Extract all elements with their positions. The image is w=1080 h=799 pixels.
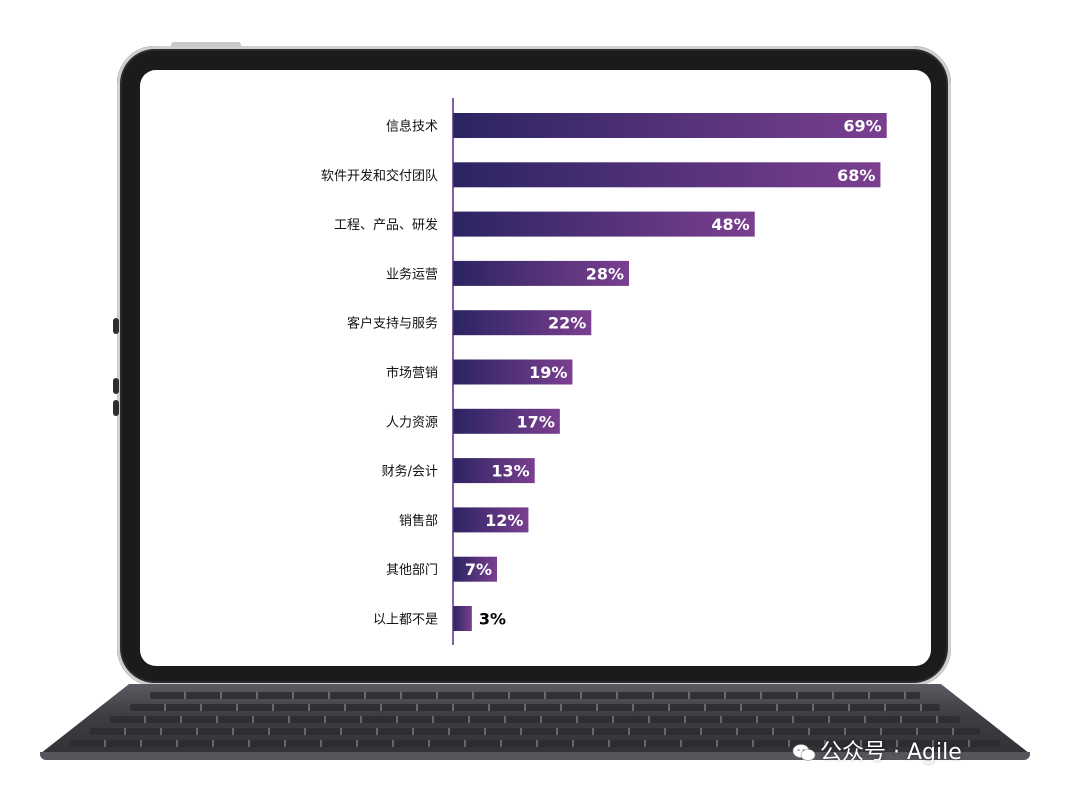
- side-button: [113, 318, 119, 334]
- category-label: 工程、产品、研发: [334, 217, 438, 233]
- value-label: 48%: [711, 215, 749, 234]
- value-label: 17%: [517, 412, 555, 431]
- tablet-screen: 信息技术 69% 软件开发和交付团队 68% 工程、产品、研发 48% 业务运营 28% 客户支…: [140, 70, 931, 666]
- side-button: [113, 378, 119, 394]
- value-label: 3%: [479, 610, 506, 629]
- category-label: 销售部: [399, 513, 438, 529]
- keyboard-edge: [40, 752, 1030, 760]
- bar: [453, 408, 560, 434]
- bar: [453, 507, 529, 533]
- side-button: [113, 400, 119, 416]
- power-button: [171, 42, 241, 47]
- watermark: 公众号 · Agile: [792, 735, 1032, 771]
- category-label: 财务/会计: [382, 464, 438, 480]
- category-label: 信息技术: [386, 119, 438, 135]
- category-label: 其他部门: [386, 563, 438, 578]
- bar: [453, 310, 592, 336]
- bar: [453, 260, 629, 286]
- bar: [453, 606, 472, 631]
- bar: [453, 162, 881, 188]
- category-label: 以上都不是: [373, 613, 438, 628]
- category-label: 业务运营: [386, 266, 438, 282]
- bar-chart: 信息技术 69% 软件开发和交付团队 68% 工程、产品、研发 48% 业务运营 28% 客户支…: [321, 98, 887, 645]
- value-label: 69%: [843, 117, 881, 136]
- category-label: 客户支持与服务: [347, 316, 438, 332]
- bar: [453, 556, 497, 582]
- bar: [453, 211, 755, 237]
- value-label: 7%: [465, 560, 492, 579]
- category-label: 人力资源: [386, 415, 438, 430]
- value-label: 68%: [837, 166, 875, 185]
- keyboard-cover: [40, 684, 1030, 754]
- value-label: 22%: [548, 314, 586, 333]
- value-label: 13%: [491, 462, 529, 481]
- wechat-icon: [792, 744, 816, 761]
- value-label: 19%: [529, 363, 567, 382]
- bar: [453, 113, 887, 138]
- watermark-text: 公众号 · Agile: [820, 740, 962, 765]
- bar: [453, 359, 573, 385]
- value-label: 12%: [485, 511, 523, 530]
- value-label: 28%: [586, 264, 624, 283]
- category-label: 软件开发和交付团队: [321, 168, 438, 184]
- bar: [453, 458, 535, 484]
- category-label: 市场营销: [386, 365, 438, 381]
